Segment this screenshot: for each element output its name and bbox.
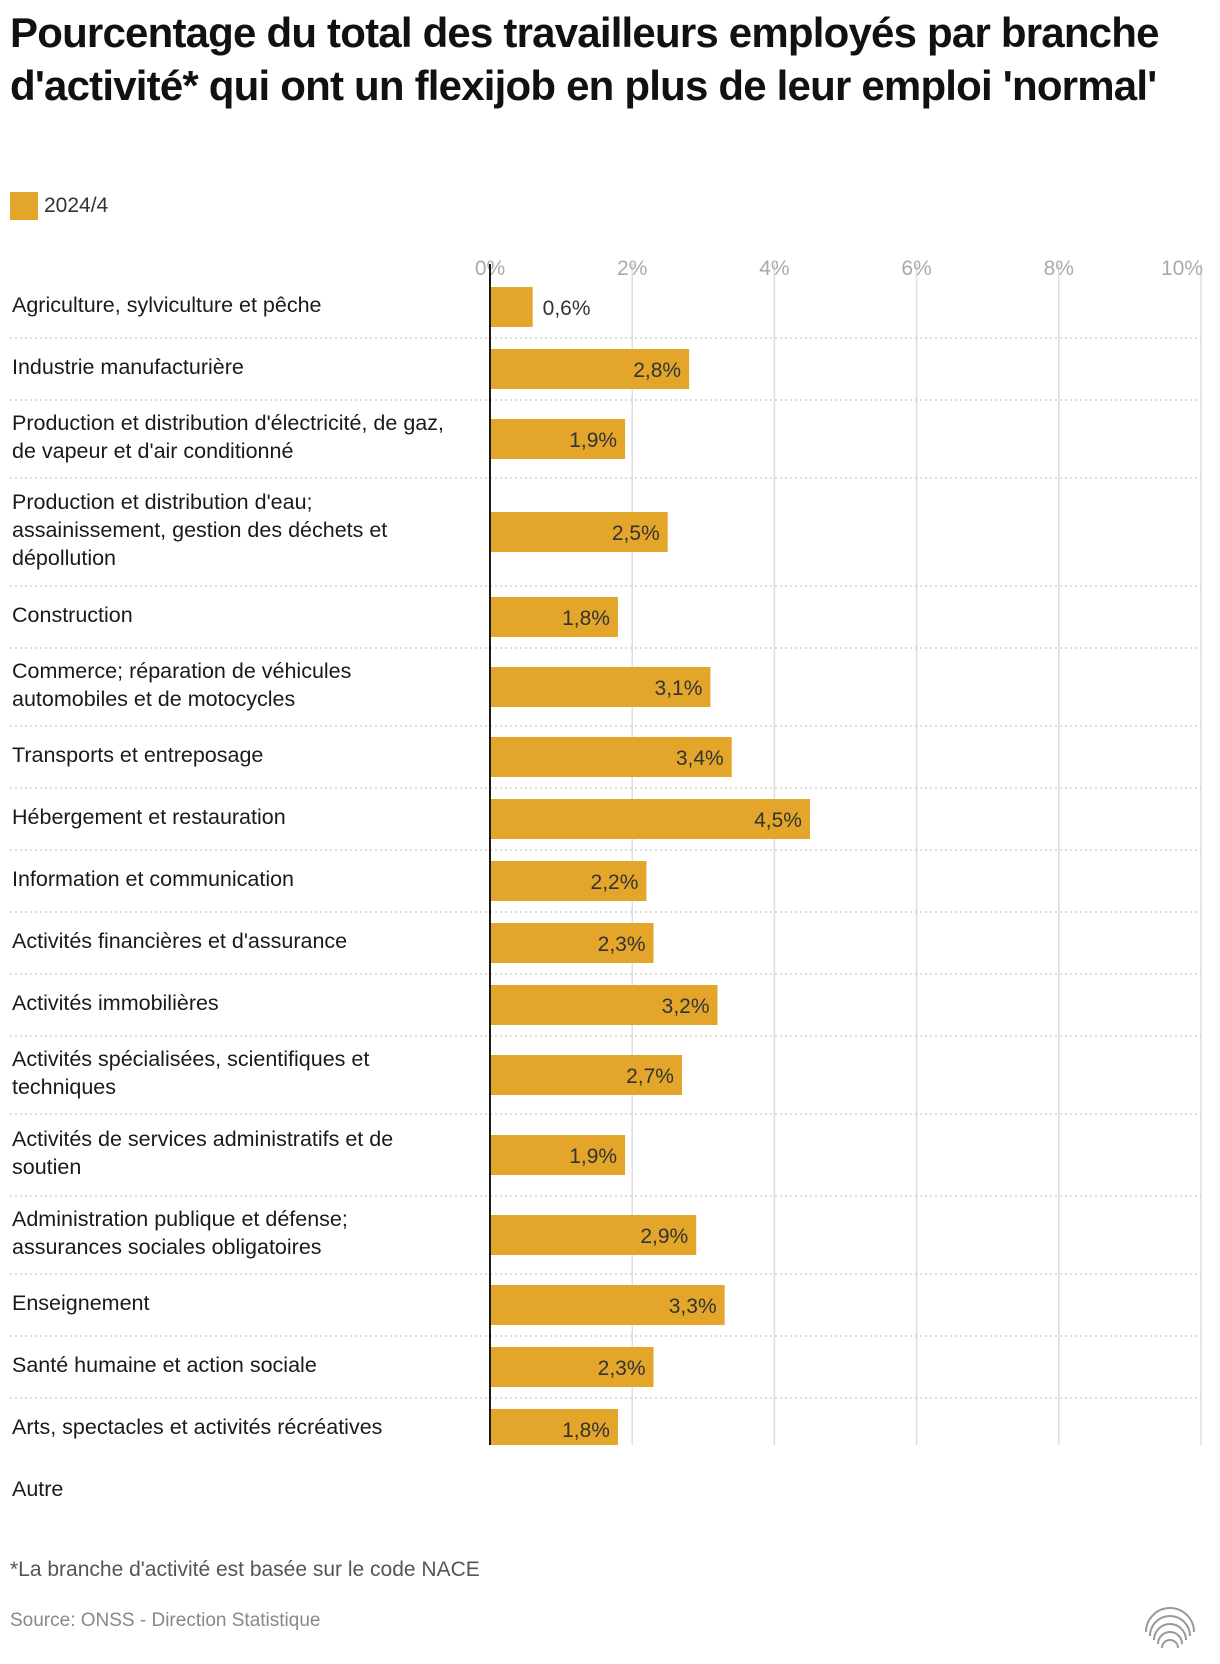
category-label: Activités spécialisées, scientifiques et… (12, 1045, 482, 1101)
category-label: Agriculture, sylviculture et pêche (12, 291, 482, 319)
bar-value-label: 1,9% (569, 1145, 617, 1168)
bar (490, 799, 810, 839)
x-tick-label: 4% (759, 257, 789, 280)
bar (490, 667, 711, 707)
bar-value-label: 1,8% (562, 1419, 610, 1442)
bar-value-label: 2,3% (598, 1357, 646, 1380)
bar (490, 985, 718, 1025)
bar (490, 861, 647, 901)
bar-value-label: 2,3% (598, 933, 646, 956)
bar-value-label: 3,1% (655, 677, 703, 700)
x-tick-label: 6% (901, 257, 931, 280)
category-label: Activités de services administratifs et … (12, 1125, 482, 1181)
bar-value-label: 2,2% (591, 871, 639, 894)
legend: 2024/4 (10, 192, 108, 220)
category-label: Santé humaine et action sociale (12, 1351, 482, 1379)
category-label-line: Production et distribution d'eau; (12, 490, 313, 514)
bar (490, 1215, 697, 1255)
bar-value-label: 2,7% (626, 1065, 674, 1088)
category-label: Activités financières et d'assurance (12, 927, 482, 955)
category-label: Industrie manufacturière (12, 353, 482, 381)
bar-value-label: 2,9% (640, 1225, 688, 1248)
footnote: *La branche d'activité est basée sur le … (10, 1558, 480, 1581)
category-label-line: Santé humaine et action sociale (12, 1353, 317, 1377)
category-label: Hébergement et restauration (12, 803, 482, 831)
chart-title: Pourcentage du total des travailleurs em… (10, 9, 1159, 109)
x-tick-label: 8% (1044, 257, 1074, 280)
category-label-line: Industrie manufacturière (12, 355, 244, 379)
category-label-line: Administration publique et défense; (12, 1207, 348, 1231)
bar-value-label: 4,5% (754, 809, 802, 832)
category-label: Enseignement (12, 1289, 482, 1317)
category-label-line: Hébergement et restauration (12, 805, 286, 829)
category-label-line: Production et distribution d'électricité… (12, 411, 444, 435)
bar-chart: 0% 2% 4% 6% 8% 10%0,6%2,8%1,9%2,5%1,8%3,1%3,4… (10, 257, 1203, 1445)
bar (490, 737, 732, 777)
category-label: Production et distribution d'électricité… (12, 409, 482, 465)
category-label-line: Commerce; réparation de véhicules (12, 659, 352, 683)
category-label-line: Activités financières et d'assurance (12, 929, 348, 953)
bar (490, 287, 533, 327)
category-label-line: Construction (12, 603, 133, 627)
bar-value-label: 2,8% (633, 359, 681, 382)
category-label-line: Arts, spectacles et activités récréative… (12, 1415, 383, 1439)
category-label-line: techniques (12, 1075, 116, 1099)
bar-value-label: 0,6% (543, 297, 591, 320)
category-label: Commerce; réparation de véhicules automob… (12, 657, 482, 713)
bar-value-label: 3,3% (669, 1295, 717, 1318)
bar (490, 1409, 618, 1445)
x-tick-label: 2% (617, 257, 647, 280)
category-label-line: assurances sociales obligatoires (12, 1235, 322, 1259)
bar-value-label: 1,8% (562, 607, 610, 630)
bar-value-label: 2,5% (612, 522, 660, 545)
category-label: Information et communication (12, 865, 482, 893)
bar (490, 349, 690, 389)
category-label: Arts, spectacles et activités récréative… (12, 1413, 482, 1441)
bar (490, 512, 668, 552)
category-label-line: Activités spécialisées, scientifiques et (12, 1047, 370, 1071)
category-label: Production et distribution d'eau; assaini… (12, 488, 482, 572)
category-label-line: Transports et entreposage (12, 743, 264, 767)
bar (490, 1055, 682, 1095)
bar (490, 419, 626, 459)
bar (490, 597, 618, 637)
category-label: Construction (12, 601, 482, 629)
bar (490, 1285, 725, 1325)
category-label-line: Autre (12, 1477, 64, 1501)
category-label-line: automobiles et de motocycles (12, 687, 296, 711)
bar (490, 1347, 654, 1387)
legend-label: 2024/4 (44, 194, 109, 217)
category-label: Administration publique et défense; assur… (12, 1205, 482, 1261)
category-label-line: assainissement, gestion des déchets et (12, 518, 388, 542)
category-label-line: Activités de services administratifs et … (12, 1127, 394, 1151)
category-label-line: Enseignement (12, 1291, 150, 1315)
category-label-line: Information et communication (12, 867, 295, 891)
bar-value-label: 1,9% (569, 429, 617, 452)
category-label-line: soutien (12, 1155, 82, 1179)
category-label-line: de vapeur et d'air conditionné (12, 439, 294, 463)
source-note: Source: ONSS - Direction Statistique (10, 1610, 321, 1631)
category-label-line: dépollution (12, 546, 117, 570)
category-label: Autre (12, 1475, 482, 1503)
x-tick-label: 10% (1161, 257, 1203, 280)
category-label-line: Activités immobilières (12, 991, 219, 1015)
bar (490, 1135, 626, 1175)
category-label-line: Agriculture, sylviculture et pêche (12, 293, 322, 317)
bar-value-label: 3,4% (676, 747, 724, 770)
bar-value-label: 3,2% (662, 995, 710, 1018)
bar (490, 923, 654, 963)
category-label: Activités immobilières (12, 989, 482, 1017)
category-label: Transports et entreposage (12, 741, 482, 769)
brand-logo-icon (1145, 1607, 1195, 1649)
legend-swatch (10, 192, 38, 220)
